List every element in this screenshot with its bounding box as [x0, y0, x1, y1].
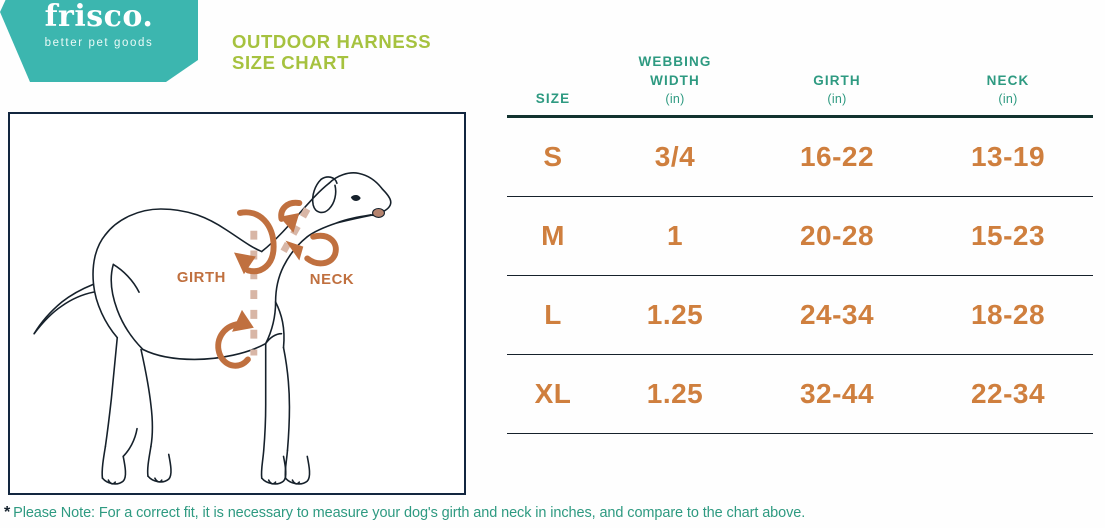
cell-neck: 13-19: [923, 116, 1093, 197]
neck-label: NECK: [310, 272, 354, 288]
neck-arrowhead-up: [285, 240, 304, 261]
page-title-line-1: OUTDOOR HARNESS: [232, 31, 432, 52]
column-header-neck-unit: (in): [998, 92, 1018, 106]
cell-webbing-width: 1: [599, 196, 751, 276]
column-header-neck-label: NECK: [986, 73, 1030, 88]
cell-girth: 16-22: [751, 116, 923, 197]
footnote-text: Please Note: For a correct fit, it is ne…: [13, 505, 806, 521]
page-title-line-2: SIZE CHART: [232, 52, 349, 73]
neck-dashed-line: [276, 207, 311, 261]
cell-neck: 15-23: [923, 196, 1093, 276]
girth-arrowhead-down: [234, 252, 256, 275]
cell-size: L: [507, 275, 599, 355]
cell-neck: 18-28: [923, 275, 1093, 355]
cell-size: M: [507, 196, 599, 276]
footnote-asterisk: *: [4, 504, 11, 521]
footnote: * Please Note: For a correct fit, it is n…: [4, 504, 1102, 522]
brand-logo: frisco. better pet goods: [0, 0, 198, 86]
dog-outline: [33, 172, 392, 485]
cell-girth: 24-34: [751, 275, 923, 355]
girth-label: GIRTH: [177, 270, 226, 286]
cell-girth: 20-28: [751, 196, 923, 276]
cell-girth: 32-44: [751, 354, 923, 434]
page-title: OUTDOOR HARNESS SIZE CHART: [232, 31, 482, 73]
cell-webbing-width: 3/4: [599, 116, 751, 197]
table-row: XL 1.25 32-44 22-34: [507, 354, 1093, 434]
cell-size: S: [507, 116, 599, 197]
column-header-webbing-unit: (in): [665, 92, 685, 106]
size-chart-table: SIZE WEBBING WIDTH (in) GIRTH (in) NECK …: [507, 26, 1093, 434]
cell-neck: 22-34: [923, 354, 1093, 434]
cell-webbing-width: 1.25: [599, 275, 751, 355]
girth-arrowhead-up: [232, 309, 254, 332]
column-header-webbing-line-1: WEBBING: [638, 54, 712, 69]
column-header-webbing-width: WEBBING WIDTH (in): [599, 26, 751, 118]
column-header-webbing-line-2: WIDTH: [650, 73, 700, 88]
column-header-girth-unit: (in): [827, 92, 847, 106]
logo-badge-shape: [0, 0, 198, 82]
dog-measurement-diagram: GIRTH NECK: [8, 112, 466, 495]
neck-arrowhead-down: [279, 212, 300, 233]
table-row: S 3/4 16-22 13-19: [507, 116, 1093, 197]
measurement-annotations: GIRTH NECK: [177, 199, 354, 369]
column-header-neck: NECK (in): [923, 26, 1093, 118]
table-header-row: SIZE WEBBING WIDTH (in) GIRTH (in) NECK …: [507, 26, 1093, 118]
girth-loop-arrow: [215, 209, 277, 369]
cell-size: XL: [507, 354, 599, 434]
table-row: L 1.25 24-34 18-28: [507, 275, 1093, 355]
cell-webbing-width: 1.25: [599, 354, 751, 434]
dog-illustration: GIRTH NECK: [33, 172, 392, 485]
column-header-size-label: SIZE: [535, 91, 571, 106]
column-header-girth: GIRTH (in): [751, 26, 923, 118]
table-row: M 1 20-28 15-23: [507, 196, 1093, 276]
column-header-girth-label: GIRTH: [813, 73, 861, 88]
neck-loop-arrow: [278, 199, 339, 267]
column-header-size: SIZE: [507, 26, 599, 118]
